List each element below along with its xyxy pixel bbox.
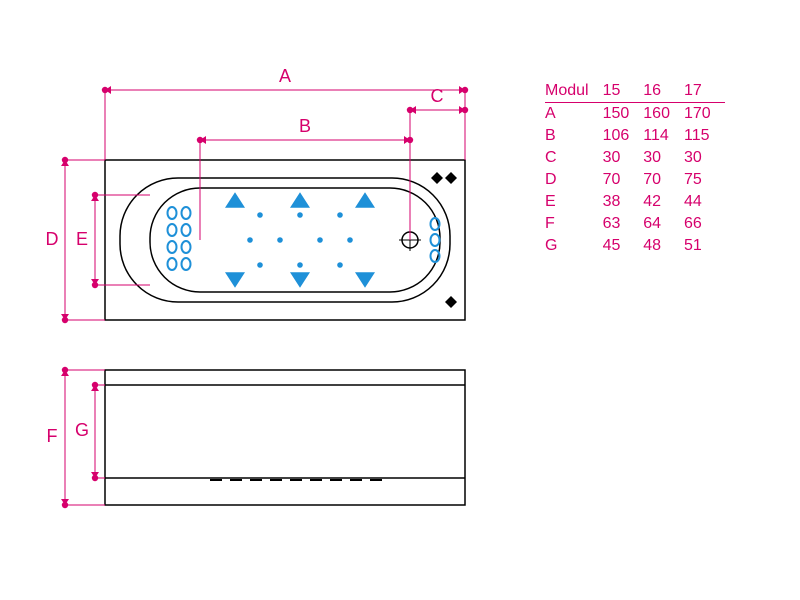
table-cell: E (545, 191, 603, 213)
table-cell: 70 (643, 169, 684, 191)
jet-triangle-icon (290, 192, 310, 207)
table-header-col: 16 (643, 80, 684, 103)
table-row: B106114115 (545, 125, 725, 147)
jet-dot-icon (277, 237, 283, 243)
table-cell: 70 (603, 169, 644, 191)
table-row: D707075 (545, 169, 725, 191)
jet-dot-icon (347, 237, 353, 243)
table-cell: 160 (643, 103, 684, 126)
dim-label-C: C (431, 86, 444, 106)
jet-dot-icon (257, 212, 263, 218)
table-cell: 66 (684, 213, 725, 235)
jet-oval-icon (168, 258, 177, 270)
table-row: E384244 (545, 191, 725, 213)
table-row: G454851 (545, 235, 725, 257)
table-cell: 44 (684, 191, 725, 213)
jet-triangle-icon (290, 272, 310, 287)
jet-dot-icon (297, 262, 303, 268)
table-cell: 106 (603, 125, 644, 147)
table-header-col: 15 (603, 80, 644, 103)
table-cell: 38 (603, 191, 644, 213)
table-cell: 42 (643, 191, 684, 213)
jet-dot-icon (317, 237, 323, 243)
jet-dot-icon (337, 262, 343, 268)
dim-label-A: A (279, 66, 291, 86)
table-cell: 30 (643, 147, 684, 169)
jet-triangle-icon (355, 272, 375, 287)
corner-marker-icon (445, 296, 457, 308)
table-cell: 51 (684, 235, 725, 257)
table-cell: 30 (684, 147, 725, 169)
jet-oval-icon (182, 207, 191, 219)
table-row: A150160170 (545, 103, 725, 126)
table-cell: 75 (684, 169, 725, 191)
jet-oval-icon (182, 224, 191, 236)
dimensions-table: Modul151617 A150160170B106114115C303030D… (545, 80, 725, 257)
dim-label-E: E (76, 229, 88, 249)
table-cell: 64 (643, 213, 684, 235)
jet-oval-icon (168, 207, 177, 219)
table-cell: 48 (643, 235, 684, 257)
table-row: C303030 (545, 147, 725, 169)
table-cell: 115 (684, 125, 725, 147)
jet-dot-icon (257, 262, 263, 268)
table-cell: A (545, 103, 603, 126)
table-cell: C (545, 147, 603, 169)
table-cell: F (545, 213, 603, 235)
dim-label-B: B (299, 116, 311, 136)
corner-marker-icon (445, 172, 457, 184)
tub-side-outer (105, 370, 465, 505)
table-cell: 170 (684, 103, 725, 126)
table-cell: 45 (603, 235, 644, 257)
jet-triangle-icon (225, 272, 245, 287)
jet-dot-icon (247, 237, 253, 243)
jet-dot-icon (337, 212, 343, 218)
dim-label-D: D (46, 229, 59, 249)
jet-oval-icon (168, 224, 177, 236)
table-header-col: 17 (684, 80, 725, 103)
table-cell: 30 (603, 147, 644, 169)
table-header-label: Modul (545, 80, 603, 103)
jet-oval-icon (182, 241, 191, 253)
jet-triangle-icon (355, 192, 375, 207)
table-cell: G (545, 235, 603, 257)
corner-marker-icon (431, 172, 443, 184)
jet-oval-icon (182, 258, 191, 270)
table-cell: 150 (603, 103, 644, 126)
dim-label-F: F (47, 426, 58, 446)
table-row: F636466 (545, 213, 725, 235)
table-cell: D (545, 169, 603, 191)
table-cell: B (545, 125, 603, 147)
table-cell: 63 (603, 213, 644, 235)
jet-triangle-icon (225, 192, 245, 207)
jet-oval-icon (431, 234, 440, 246)
dim-label-G: G (75, 420, 89, 440)
jet-dot-icon (297, 212, 303, 218)
table-cell: 114 (643, 125, 684, 147)
jet-oval-icon (168, 241, 177, 253)
